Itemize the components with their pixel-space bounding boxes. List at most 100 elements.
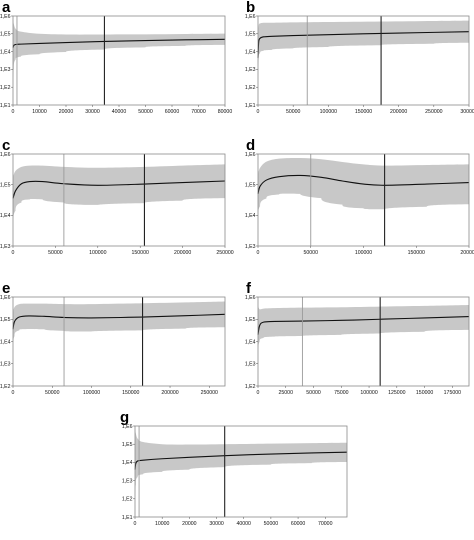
y-tick-label: 1,E3 [0,244,11,250]
y-tick-label: 1,E3 [245,67,256,73]
x-tick-label: 70000 [318,521,333,527]
panel-b: b 0 50000 100000 150000 200000 250000 300000 1,E… [245,0,474,115]
y-tick-label: 1,E2 [245,85,256,91]
x-tick-label: 75000 [334,390,349,396]
x-tick-label: 30000 [209,521,224,527]
panel-letter: g [120,409,129,426]
x-tick-label: 250000 [425,109,442,115]
x-tick-label: 20000 [182,521,197,527]
y-tick-label: 1,E6 [245,152,256,158]
mean-line [257,31,470,58]
y-tick-label: 1,E2 [0,85,11,91]
x-tick-label: 50000 [304,250,319,256]
confidence-band [13,19,225,85]
mean-line [12,38,226,48]
panel-a: a 0 10000 20000 30000 40000 50000 60000 70000 800… [0,0,232,115]
y-tick-label: 1,E5 [245,32,256,38]
y-tick-label: 1,E6 [0,152,11,158]
y-tick-label: 1,E6 [0,14,11,20]
x-tick-label: 175000 [444,390,461,396]
x-tick-label: 30000 [85,109,100,115]
y-tick-label: 1,E1 [245,103,256,109]
x-tick-label: 100000 [89,250,106,256]
x-tick-label: 50000 [306,390,321,396]
y-tick-label: 1,E5 [245,317,256,323]
panel-letter: e [2,280,10,297]
y-tick-label: 1,E3 [0,67,11,73]
x-tick-label: 0 [134,521,137,527]
mean-line [12,180,226,199]
mean-line [134,451,348,470]
plot-frame [134,425,348,518]
confidence-band [258,305,469,353]
panel-d: d 0 50000 100000 150000 200000 1,E3 1,E4 1,E5 1,E… [245,137,474,256]
y-tick-label: 1,E1 [0,103,11,109]
y-tick-label: 1,E6 [0,295,11,301]
panel-e: e 0 50000 100000 150000 200000 250000 1,E2 1,E3 1… [0,280,226,396]
y-tick-label: 1,E3 [245,362,256,368]
x-tick-label: 250000 [216,250,233,256]
x-tick-label: 50000 [45,390,60,396]
x-tick-label: 150000 [132,250,149,256]
y-tick-label: 1,E3 [245,244,256,250]
x-tick-label: 0 [257,250,260,256]
mean-line [12,313,226,330]
panel-letter: d [246,137,255,154]
x-tick-label: 300000 [460,109,474,115]
panel-letter: a [2,0,11,16]
confidence-band [258,157,469,216]
y-tick-label: 1,E4 [0,49,11,55]
x-tick-label: 40000 [112,109,127,115]
y-tick-label: 1,E5 [0,317,11,323]
plot-frame [12,15,226,106]
x-tick-label: 0 [12,250,15,256]
x-tick-label: 125000 [388,390,405,396]
y-tick-label: 1,E5 [0,182,11,188]
y-tick-label: 1,E2 [245,384,256,390]
panel-letter: f [246,280,252,297]
x-tick-label: 50000 [264,521,279,527]
y-tick-label: 1,E4 [0,213,11,219]
x-tick-label: 0 [257,109,260,115]
x-tick-label: 250000 [201,390,218,396]
x-tick-label: 60000 [291,521,306,527]
y-tick-label: 1,E6 [122,424,133,430]
x-tick-label: 150000 [408,250,425,256]
panel-letter: c [2,137,10,154]
confidence-band [13,301,225,346]
y-tick-label: 1,E3 [0,362,11,368]
panel-letter: b [246,0,255,16]
x-tick-label: 150000 [416,390,433,396]
x-tick-label: 200000 [390,109,407,115]
panel-g: g 0 10000 20000 30000 40000 50000 60000 70000 1,E… [120,409,348,527]
y-tick-label: 1,E6 [245,295,256,301]
x-tick-label: 0 [257,390,260,396]
y-tick-label: 1,E4 [245,339,256,345]
x-tick-label: 25000 [279,390,294,396]
confidence-band [13,164,225,222]
confidence-band [135,427,347,501]
x-tick-label: 10000 [155,521,170,527]
x-tick-label: 10000 [32,109,47,115]
y-tick-label: 1,E6 [245,14,256,20]
y-tick-label: 1,E5 [0,32,11,38]
x-tick-label: 100000 [360,390,377,396]
x-tick-label: 150000 [122,390,139,396]
x-tick-label: 60000 [165,109,180,115]
mean-line [257,174,470,195]
x-tick-label: 40000 [236,521,251,527]
x-tick-label: 80000 [218,109,233,115]
y-tick-label: 1,E4 [245,49,256,55]
y-tick-label: 1,E2 [122,497,133,503]
x-tick-label: 200000 [460,250,474,256]
x-tick-label: 200000 [174,250,191,256]
x-tick-label: 100000 [320,109,337,115]
confidence-band [258,20,469,73]
x-tick-label: 20000 [59,109,74,115]
panel-c: c 0 50000 100000 150000 200000 250000 1,E3 1,E4 1… [0,137,234,256]
y-tick-label: 1,E4 [0,339,11,345]
x-tick-label: 100000 [83,390,100,396]
x-tick-label: 50000 [48,250,63,256]
x-tick-label: 70000 [191,109,206,115]
